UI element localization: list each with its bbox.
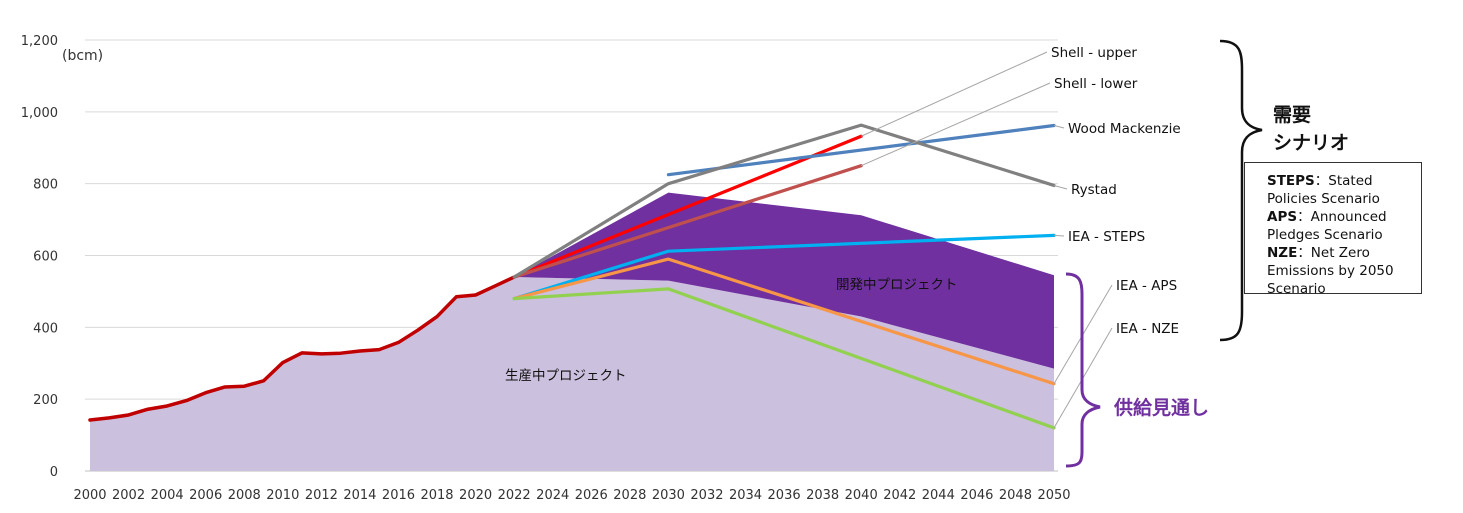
- x-tick-label: 2002: [112, 488, 145, 503]
- x-tick-label: 2048: [999, 488, 1032, 503]
- x-tick-label: 2044: [922, 488, 955, 503]
- legend-row-steps: STEPS：Stated Policies Scenario: [1267, 172, 1421, 208]
- leader-line: [860, 82, 1051, 167]
- series-label: Rystad: [1071, 182, 1117, 198]
- x-axis: 2000 2002 2004 2006 2008 2010 2012 2014 2016 2018…: [73, 488, 1070, 503]
- series-line-iea-steps: [512, 233, 1056, 301]
- series-label: Shell - upper: [1051, 45, 1137, 61]
- series-line-rystad: [512, 123, 1056, 279]
- x-tick-label: 2008: [228, 488, 261, 503]
- x-tick-label: 2018: [420, 488, 453, 503]
- area-label-producing: 生産中プロジェクト: [505, 368, 627, 384]
- x-tick-label: 2032: [690, 488, 723, 503]
- series-label: IEA - STEPS: [1068, 229, 1145, 245]
- series-line-iea-nze: [512, 287, 1056, 430]
- series-line-history: [88, 275, 516, 422]
- x-tick-label: 2020: [459, 488, 492, 503]
- legend-abbr-steps: STEPS: [1267, 173, 1315, 189]
- x-tick-label: 2040: [845, 488, 878, 503]
- x-tick-label: 2050: [1037, 488, 1070, 503]
- series-line-iea-aps: [512, 257, 1056, 386]
- area-producing: [90, 277, 1054, 471]
- demand-bracket: [1219, 39, 1263, 342]
- y-tick-label: 0: [50, 465, 58, 480]
- x-tick-label: 2026: [575, 488, 608, 503]
- x-tick-label: 2034: [729, 488, 762, 503]
- leader-line: [1053, 124, 1065, 129]
- x-tick-label: 2006: [189, 488, 222, 503]
- supply-group-label: 供給見通し: [1113, 396, 1209, 419]
- x-tick-label: 2010: [266, 488, 299, 503]
- legend-text-aps: ：Announced Pledges Scenario: [1267, 209, 1387, 243]
- series-label: IEA - APS: [1116, 278, 1177, 294]
- y-tick-label: 200: [33, 393, 58, 408]
- x-tick-label: 2030: [652, 488, 685, 503]
- legend-row-nze: NZE：Net Zero Emissions by 2050 Scenario: [1267, 244, 1421, 298]
- scenario-legend-box: STEPS：Stated Policies Scenario APS：Annou…: [1244, 162, 1422, 297]
- series-lines: [88, 123, 1056, 430]
- legend-abbr-aps: APS: [1267, 209, 1298, 225]
- series-labels: Shell - upper Shell - lower Wood Mackenzie…: [1051, 45, 1181, 337]
- series-label: IEA - NZE: [1116, 321, 1179, 337]
- legend-text-steps: ：Stated Policies Scenario: [1267, 173, 1380, 207]
- series-label: Shell - lower: [1054, 76, 1138, 92]
- leader-line: [860, 51, 1048, 137]
- series-line-shell-upper: [512, 134, 863, 279]
- area-label-developing: 開発中プロジェクト: [836, 277, 958, 293]
- series-line-shell-lower: [512, 164, 863, 279]
- series-line-wood-mackenzie: [666, 123, 1056, 177]
- areas: [90, 192, 1054, 471]
- x-tick-label: 2046: [960, 488, 993, 503]
- legend-text-nze: ：Net Zero Emissions by 2050 Scenario: [1267, 245, 1394, 297]
- unit-label: (bcm): [62, 48, 103, 64]
- x-tick-label: 2004: [151, 488, 184, 503]
- y-tick-label: 400: [33, 321, 58, 336]
- demand-group-label-1: 需要: [1273, 104, 1311, 126]
- y-tick-label: 1,200: [21, 34, 58, 49]
- legend-row-aps: APS：Announced Pledges Scenario: [1267, 208, 1421, 244]
- demand-group-label-2: シナリオ: [1273, 132, 1349, 154]
- x-tick-label: 2024: [536, 488, 569, 503]
- area-developing: [514, 192, 1054, 369]
- x-tick-label: 2022: [498, 488, 531, 503]
- y-tick-label: 600: [33, 250, 58, 265]
- x-tick-label: 2038: [806, 488, 839, 503]
- series-label: Wood Mackenzie: [1068, 121, 1181, 137]
- leader-line: [1053, 184, 1068, 190]
- y-axis: 0 200 400 600 800 1,000 1,200: [21, 34, 58, 480]
- supply-bracket: [1065, 272, 1101, 468]
- x-tick-label: 2014: [343, 488, 376, 503]
- x-tick-label: 2016: [382, 488, 415, 503]
- y-tick-label: 1,000: [21, 106, 58, 121]
- x-tick-label: 2000: [73, 488, 106, 503]
- x-tick-label: 2028: [613, 488, 646, 503]
- y-tick-label: 800: [33, 178, 58, 193]
- x-tick-label: 2012: [305, 488, 338, 503]
- leader-line: [1053, 234, 1065, 237]
- x-tick-label: 2036: [768, 488, 801, 503]
- legend-abbr-nze: NZE: [1267, 245, 1298, 261]
- x-tick-label: 2042: [883, 488, 916, 503]
